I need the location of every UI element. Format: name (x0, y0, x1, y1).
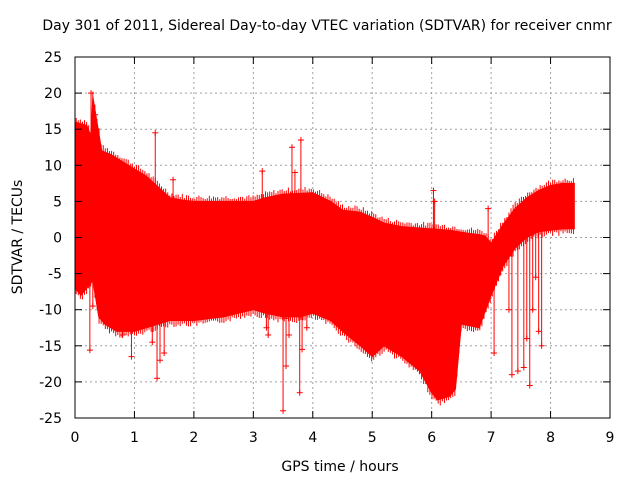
outlier-point (170, 176, 177, 183)
x-tick-label: 3 (249, 430, 258, 446)
x-tick-label: 2 (189, 430, 198, 446)
outlier-point (296, 389, 303, 396)
outlier-point (128, 353, 135, 360)
outlier-point (288, 144, 295, 151)
y-tick-label: 0 (53, 231, 62, 247)
chart-title: Day 301 of 2011, Sidereal Day-to-day VTE… (42, 18, 611, 34)
y-tick-label: 5 (53, 194, 62, 210)
x-tick-label: 4 (308, 430, 317, 446)
outlier-point (440, 342, 447, 349)
outlier-point (529, 306, 536, 313)
outlier-point (520, 364, 527, 371)
outlier-point (532, 274, 539, 281)
outlier-point (283, 363, 290, 370)
outlier-point (259, 168, 266, 175)
outlier-point (303, 324, 310, 331)
outlier-point (152, 129, 159, 136)
x-tick-label: 5 (368, 430, 377, 446)
outlier-point (535, 328, 542, 335)
outlier-point (119, 331, 126, 338)
outlier-point (86, 347, 93, 354)
outlier-point (154, 375, 161, 382)
outlier-point (161, 350, 168, 357)
x-tick-label: 9 (606, 430, 615, 446)
y-axis-label: SDTVAR / TECUs (10, 180, 26, 295)
x-tick-label: 6 (427, 430, 436, 446)
outlier-point (508, 371, 515, 378)
outlier-point (523, 335, 530, 342)
outlier-point (280, 407, 287, 414)
outlier-point (265, 331, 272, 338)
y-tick-label: 20 (44, 86, 62, 102)
outlier-point (291, 169, 298, 176)
outlier-point (485, 205, 492, 212)
outlier-point (149, 339, 156, 346)
outlier-point (449, 357, 456, 364)
outlier-point (505, 306, 512, 313)
y-tick-label: -25 (39, 411, 62, 427)
x-tick-label: 8 (546, 430, 555, 446)
outlier-point (526, 382, 533, 389)
outlier-point (538, 342, 545, 349)
outlier-point (92, 111, 99, 118)
y-tick-label: 10 (44, 158, 62, 174)
y-tick-label: -5 (48, 267, 62, 283)
data-layer (74, 90, 575, 414)
y-tick-label: -10 (39, 303, 62, 319)
x-tick-label: 1 (130, 430, 139, 446)
outlier-point (514, 368, 521, 375)
y-tick-label: 15 (44, 122, 62, 138)
outlier-point (491, 350, 498, 357)
outlier-point (283, 315, 290, 322)
outlier-point (157, 357, 164, 364)
x-tick-label: 0 (71, 430, 80, 446)
y-tick-label: -20 (39, 375, 62, 391)
outlier-point (299, 346, 306, 353)
axis-ticks: 0 1 2 3 4 5 6 7 8 9 25 20 15 10 5 0 -5 -10 -15 -20 -25 (39, 50, 614, 446)
x-axis-label: GPS time / hours (281, 459, 398, 475)
outlier-point (297, 137, 304, 144)
outlier-point (430, 187, 437, 194)
outlier-point (88, 90, 95, 97)
outlier-point (89, 303, 96, 310)
outlier-point (286, 331, 292, 338)
x-tick-label: 7 (487, 430, 496, 446)
outlier-point (431, 198, 438, 205)
y-tick-label: -15 (39, 339, 62, 355)
y-tick-label: 25 (44, 50, 62, 66)
sdtvar-envelope (74, 96, 575, 401)
